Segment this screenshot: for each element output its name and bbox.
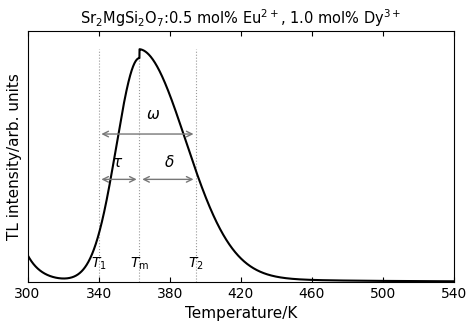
Text: $T_1$: $T_1$ bbox=[91, 256, 107, 272]
Text: $T_2$: $T_2$ bbox=[189, 256, 204, 272]
Title: Sr$_2$MgSi$_2$O$_7$:0.5 mol% Eu$^{2+}$, 1.0 mol% Dy$^{3+}$: Sr$_2$MgSi$_2$O$_7$:0.5 mol% Eu$^{2+}$, … bbox=[80, 7, 401, 29]
Text: $\omega$: $\omega$ bbox=[146, 107, 160, 122]
Y-axis label: TL intensity/arb. units: TL intensity/arb. units bbox=[7, 73, 22, 239]
Text: $T_\mathrm{m}$: $T_\mathrm{m}$ bbox=[130, 256, 149, 272]
Text: $\tau$: $\tau$ bbox=[111, 155, 123, 170]
Text: $\delta$: $\delta$ bbox=[164, 154, 175, 170]
X-axis label: Temperature/K: Temperature/K bbox=[184, 306, 297, 321]
